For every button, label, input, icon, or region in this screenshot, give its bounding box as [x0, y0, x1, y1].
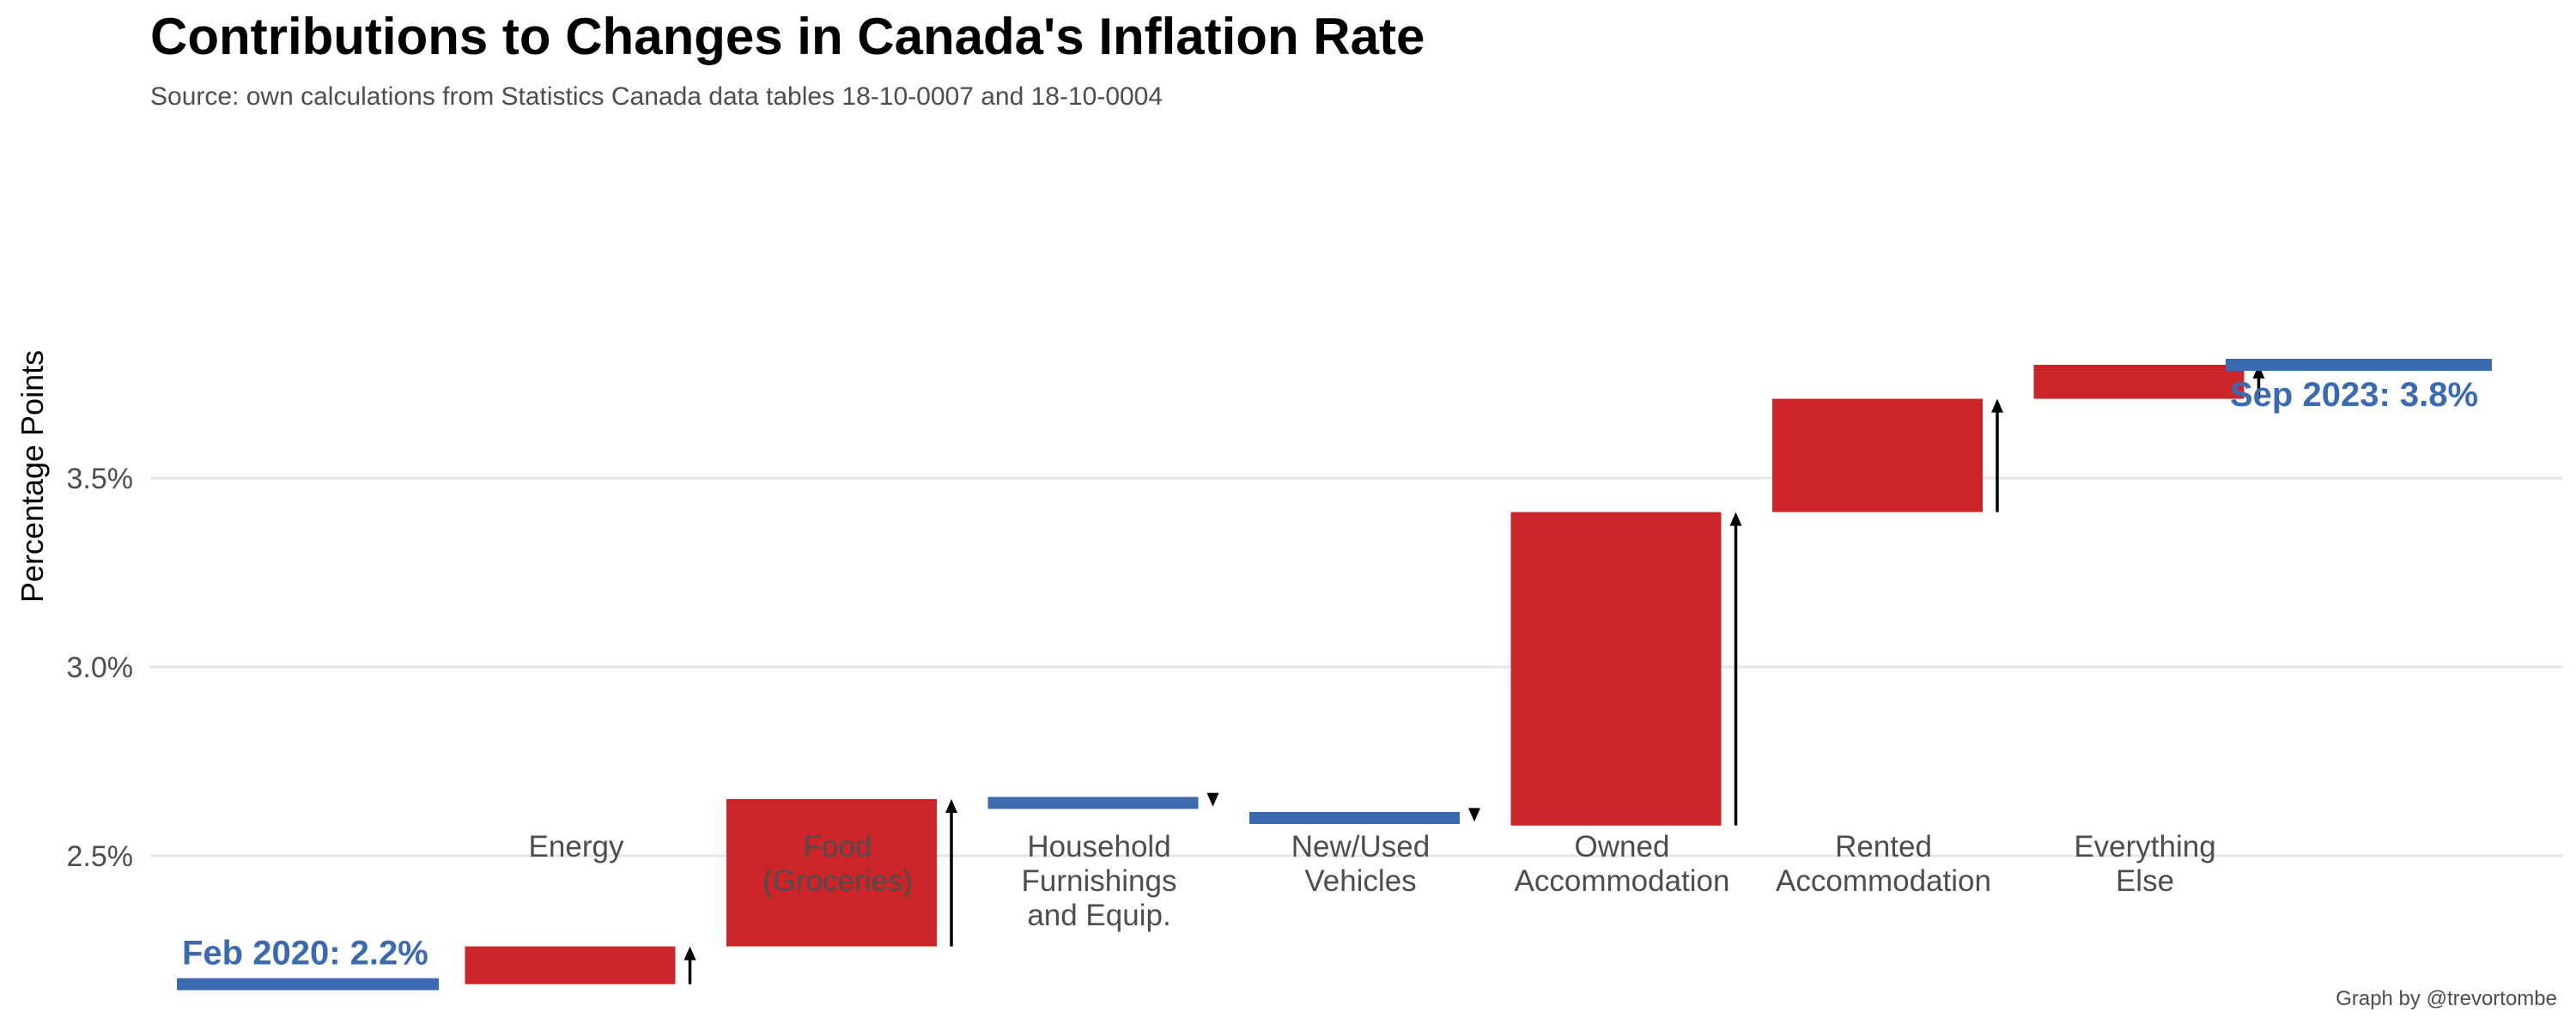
- step-bar: [726, 799, 937, 947]
- start-bar: [177, 978, 439, 991]
- category-label: Household Furnishings and Equip.: [1022, 830, 1177, 932]
- step-bar: [1510, 512, 1722, 826]
- change-arrow-head: [945, 799, 957, 813]
- chart-title: Contributions to Changes in Canada's Inf…: [150, 8, 1425, 65]
- step-bar: [1772, 398, 1983, 512]
- bars: [177, 359, 2492, 991]
- change-arrow-head: [1729, 512, 1742, 526]
- change-arrow-head: [2252, 365, 2265, 379]
- end-label: Sep 2023: 3.8%: [2230, 376, 2478, 414]
- y-axis-title: Percentage Points: [15, 350, 50, 603]
- category-label: Energy: [529, 830, 624, 863]
- change-arrow-head: [1991, 398, 2003, 413]
- change-arrow-head: [1468, 808, 1480, 822]
- gridlines: [150, 476, 2563, 857]
- category-label: Everything Else: [2074, 830, 2215, 898]
- step-bar: [987, 797, 1199, 809]
- y-tick-label: 3.5%: [67, 463, 134, 495]
- chart-caption: Graph by @trevortombe: [2336, 987, 2557, 1010]
- y-tick-label: 2.5%: [67, 840, 134, 873]
- step-bar: [465, 946, 676, 985]
- y-tick-label: 3.0%: [67, 651, 134, 684]
- category-label: Owned Accommodation: [1515, 830, 1730, 898]
- category-label: Rented Accommodation: [1776, 830, 1991, 898]
- labels: 2.5% 3.0% 3.5% Feb 2020: 2.2% Energy Food (Gro…: [67, 376, 2479, 972]
- category-label: Food (Groceries): [762, 830, 913, 898]
- step-bar: [2033, 365, 2245, 399]
- end-bar: [2226, 359, 2492, 371]
- category-label: New/Used Vehicles: [1291, 830, 1430, 898]
- chart-subtitle: Source: own calculations from Statistics…: [150, 82, 1163, 111]
- change-arrow-head: [683, 946, 696, 960]
- start-label: Feb 2020: 2.2%: [182, 935, 428, 972]
- step-bar: [1249, 812, 1460, 824]
- change-arrow-head: [1206, 792, 1219, 807]
